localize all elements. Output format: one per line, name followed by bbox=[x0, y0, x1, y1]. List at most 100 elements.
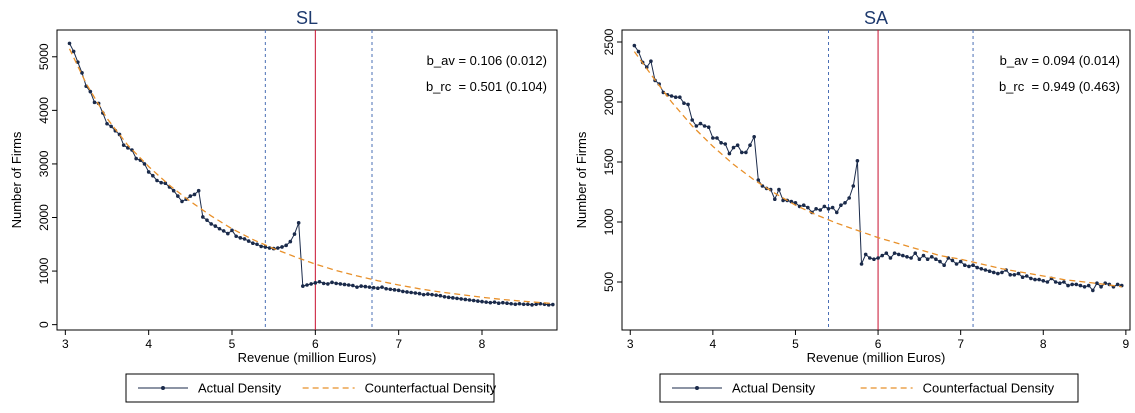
x-tick-label: 7 bbox=[395, 337, 402, 351]
data-point bbox=[971, 263, 975, 268]
data-point bbox=[793, 201, 798, 205]
data-point bbox=[242, 237, 247, 241]
data-point bbox=[1020, 275, 1025, 280]
data-point bbox=[288, 239, 293, 244]
data-point bbox=[1024, 274, 1029, 278]
data-point bbox=[88, 89, 93, 94]
data-point bbox=[401, 289, 405, 294]
y-tick-label: 2000 bbox=[602, 88, 616, 115]
data-point bbox=[880, 253, 884, 258]
data-point bbox=[176, 194, 180, 198]
data-point bbox=[388, 287, 393, 292]
x-axis-label: Revenue (million Euros) bbox=[807, 350, 946, 365]
data-point bbox=[446, 295, 451, 300]
plot-frame bbox=[621, 29, 1131, 331]
data-point bbox=[413, 291, 418, 295]
data-point bbox=[826, 207, 831, 211]
data-point bbox=[739, 150, 744, 155]
data-point bbox=[719, 141, 723, 145]
data-point bbox=[367, 285, 372, 289]
data-point bbox=[363, 284, 368, 289]
data-point bbox=[690, 118, 695, 122]
data-point bbox=[92, 100, 97, 105]
data-point bbox=[180, 199, 184, 204]
data-point bbox=[748, 143, 752, 147]
data-point bbox=[1062, 280, 1066, 284]
data-point bbox=[309, 282, 313, 286]
data-point bbox=[280, 245, 284, 249]
x-tick-label: 8 bbox=[1040, 337, 1047, 351]
data-point bbox=[929, 254, 934, 259]
data-point bbox=[905, 254, 909, 259]
data-point bbox=[530, 303, 534, 307]
data-point bbox=[517, 301, 522, 306]
data-point bbox=[405, 290, 409, 294]
x-tick-label: 4 bbox=[710, 337, 717, 351]
data-point bbox=[678, 95, 682, 99]
data-point bbox=[155, 178, 159, 183]
coefficient-annotation: b_av = 0.094 (0.014) bbox=[1000, 53, 1120, 68]
data-point bbox=[1115, 282, 1120, 287]
data-point bbox=[492, 300, 497, 304]
data-point bbox=[636, 49, 641, 54]
data-point bbox=[706, 125, 711, 129]
data-point bbox=[872, 257, 876, 262]
data-point bbox=[163, 181, 168, 186]
data-point bbox=[962, 263, 967, 268]
data-point bbox=[221, 229, 226, 233]
legend-marker-actual bbox=[161, 386, 165, 390]
coefficient-annotation: b_av = 0.106 (0.012) bbox=[427, 53, 547, 68]
data-point bbox=[334, 281, 338, 286]
y-tick-label: 0 bbox=[37, 321, 51, 328]
x-tick-label: 7 bbox=[957, 337, 964, 351]
counterfactual-density-line bbox=[68, 48, 553, 305]
y-tick-label: 2000 bbox=[37, 204, 51, 231]
y-axis-label: Number of Firms bbox=[9, 131, 24, 228]
data-point bbox=[711, 136, 715, 140]
data-point bbox=[476, 299, 480, 303]
data-point bbox=[359, 284, 363, 288]
data-point bbox=[1057, 281, 1062, 286]
data-point bbox=[1078, 283, 1083, 288]
legend-box bbox=[659, 373, 1079, 403]
data-point bbox=[698, 121, 703, 126]
data-point bbox=[896, 252, 901, 257]
data-point bbox=[830, 205, 835, 210]
data-point bbox=[201, 215, 205, 219]
data-point bbox=[1053, 280, 1058, 284]
data-point bbox=[396, 288, 401, 293]
data-point bbox=[1086, 283, 1091, 288]
data-point bbox=[526, 302, 530, 307]
data-point bbox=[76, 60, 80, 64]
data-point bbox=[1045, 280, 1050, 284]
data-point bbox=[442, 294, 447, 299]
data-point bbox=[1029, 276, 1033, 281]
data-point bbox=[669, 94, 674, 98]
data-point bbox=[217, 226, 222, 231]
data-point bbox=[991, 270, 996, 275]
data-point bbox=[1070, 282, 1074, 287]
data-point bbox=[238, 236, 243, 240]
data-point bbox=[814, 207, 818, 211]
data-point bbox=[925, 257, 930, 262]
data-point bbox=[934, 257, 938, 262]
data-point bbox=[438, 293, 443, 298]
data-point bbox=[731, 145, 736, 150]
data-point bbox=[109, 124, 113, 129]
data-point bbox=[384, 286, 388, 291]
data-point bbox=[434, 293, 438, 297]
data-point bbox=[938, 259, 942, 264]
data-point bbox=[226, 231, 230, 236]
data-point bbox=[673, 95, 678, 99]
data-point bbox=[876, 256, 880, 260]
data-point bbox=[346, 283, 351, 287]
data-point bbox=[892, 251, 897, 255]
data-point bbox=[317, 279, 322, 284]
coefficient-annotation: b_rc = 0.949 (0.463) bbox=[999, 79, 1120, 94]
chart-title: SA bbox=[864, 8, 888, 28]
data-point bbox=[632, 43, 637, 48]
data-point bbox=[851, 184, 856, 188]
data-point bbox=[292, 232, 297, 236]
data-point bbox=[421, 292, 426, 297]
